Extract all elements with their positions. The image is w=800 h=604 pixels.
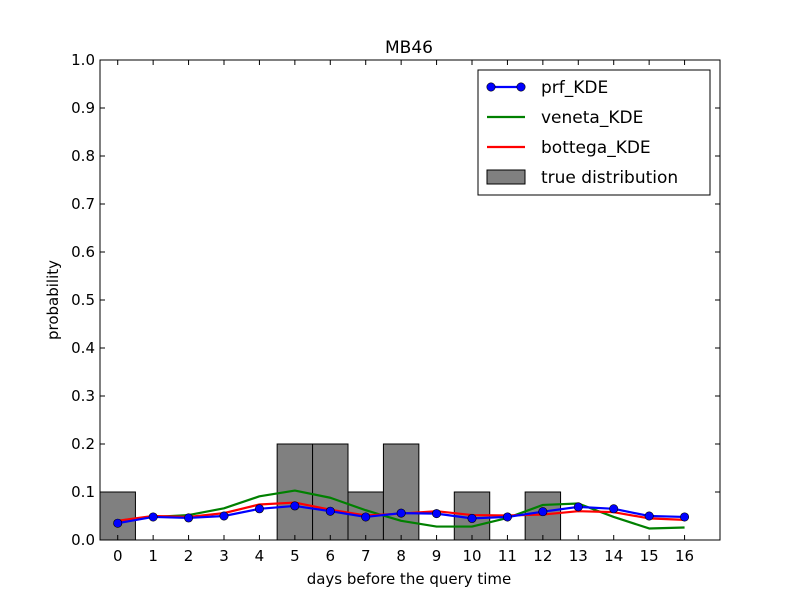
prf-kde-point-8 xyxy=(396,508,406,518)
prf-kde-point-6 xyxy=(325,506,335,516)
x-tick-label-13: 13 xyxy=(569,547,588,565)
prf-kde-point-7 xyxy=(361,512,371,522)
y-tick-label-0.9: 0.9 xyxy=(71,99,95,117)
x-tick-label-8: 8 xyxy=(396,547,406,565)
prf-kde-point-12 xyxy=(538,507,548,517)
y-tick-label-0.4: 0.4 xyxy=(71,339,95,357)
legend: prf_KDE veneta_KDE bottega_KDE true dist… xyxy=(477,69,711,196)
y-tick-label-0.3: 0.3 xyxy=(71,387,95,405)
prf-kde-point-11 xyxy=(502,512,512,522)
legend-prf-kde-marker-right xyxy=(516,82,526,92)
prf-kde-point-1 xyxy=(148,512,158,522)
prf-kde-point-3 xyxy=(219,511,229,521)
true-distribution-bar-6 xyxy=(312,443,349,541)
y-tick-label-0.5: 0.5 xyxy=(71,291,95,309)
y-tick-label-0.8: 0.8 xyxy=(71,147,95,165)
prf-kde-markers xyxy=(113,501,690,528)
legend-veneta-kde-label: veneta_KDE xyxy=(541,108,643,128)
x-tick-label-15: 15 xyxy=(640,547,659,565)
x-axis-label: days before the query time xyxy=(307,570,512,588)
y-tick-label-0.2: 0.2 xyxy=(71,435,95,453)
prf-kde-point-4 xyxy=(254,504,264,514)
legend-bottega-kde-label: bottega_KDE xyxy=(541,138,651,158)
x-tick-label-6: 6 xyxy=(326,547,336,565)
true-distribution-bar-8 xyxy=(382,443,420,541)
legend-true-distribution-patch xyxy=(486,169,526,185)
prf-kde-point-13 xyxy=(573,502,583,512)
prf-kde-point-15 xyxy=(644,511,654,521)
y-axis-ticks: 0.0 0.1 0.2 0.3 0.4 0.5 0.6 0.7 0.8 0.9 1.0 xyxy=(71,51,720,549)
y-tick-label-0.1: 0.1 xyxy=(71,483,95,501)
legend-true-distribution-label: true distribution xyxy=(541,168,678,188)
true-distribution-bar-0 xyxy=(99,491,136,541)
chart-title: MB46 xyxy=(385,38,433,58)
x-tick-label-3: 3 xyxy=(219,547,229,565)
x-tick-label-12: 12 xyxy=(533,547,552,565)
x-tick-label-11: 11 xyxy=(498,547,517,565)
legend-prf-kde-marker-left xyxy=(486,82,496,92)
y-axis-label: probability xyxy=(44,260,62,340)
legend-prf-kde-label: prf_KDE xyxy=(541,78,608,98)
prf-kde-point-14 xyxy=(609,504,619,514)
x-axis-ticks: 0 1 2 3 4 5 6 7 8 9 10 11 12 13 14 15 16 xyxy=(113,60,694,565)
y-tick-label-1.0: 1.0 xyxy=(71,51,95,69)
x-tick-label-10: 10 xyxy=(462,547,481,565)
x-tick-label-9: 9 xyxy=(432,547,442,565)
y-tick-label-0.0: 0.0 xyxy=(71,531,95,549)
x-tick-label-2: 2 xyxy=(184,547,194,565)
y-tick-label-0.6: 0.6 xyxy=(71,243,95,261)
y-tick-label-0.7: 0.7 xyxy=(71,195,95,213)
prf-kde-point-0 xyxy=(113,518,123,528)
x-tick-label-5: 5 xyxy=(290,547,300,565)
x-tick-label-0: 0 xyxy=(113,547,123,565)
x-tick-label-16: 16 xyxy=(675,547,694,565)
prf-kde-point-5 xyxy=(290,501,300,511)
prf-kde-point-2 xyxy=(184,513,194,523)
x-tick-label-14: 14 xyxy=(604,547,623,565)
x-tick-label-4: 4 xyxy=(255,547,265,565)
prf-kde-point-16 xyxy=(680,512,690,522)
prf-kde-point-10 xyxy=(467,513,477,523)
prf-kde-point-9 xyxy=(432,509,442,519)
x-tick-label-1: 1 xyxy=(148,547,158,565)
x-tick-label-7: 7 xyxy=(361,547,371,565)
